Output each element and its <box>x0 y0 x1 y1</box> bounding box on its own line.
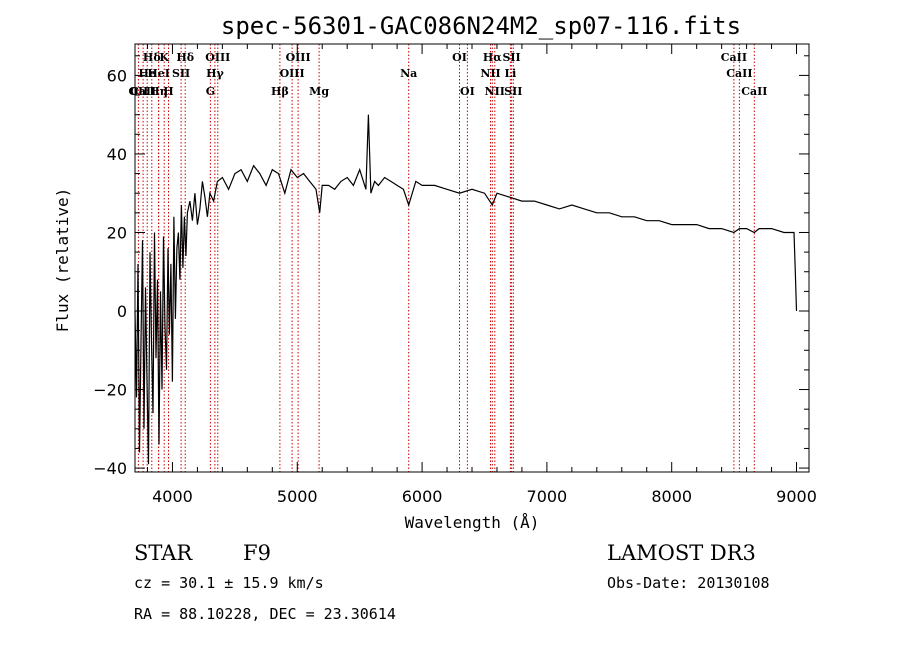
x-tick-label-8000: 8000 <box>651 487 692 506</box>
line-label-19: OI <box>460 85 475 98</box>
line-label-15: OIII <box>286 51 311 64</box>
line-label-13: Hβ <box>271 85 289 98</box>
line-label-6: K <box>159 51 169 64</box>
x-tick-label-7000: 7000 <box>527 487 568 506</box>
line-label-4: Hη <box>149 85 167 98</box>
line-label-27: CaII <box>726 67 752 80</box>
line-label-16: Mg <box>309 85 329 98</box>
line-label-9: Hδ <box>176 51 194 64</box>
line-label-25: SII <box>504 85 522 98</box>
spectral-line-markers <box>137 44 755 472</box>
x-tick-label-4000: 4000 <box>152 487 193 506</box>
y-axis-ticks: −40 −20 0 20 40 60 <box>93 55 809 478</box>
y-tick-label-60: 60 <box>107 66 127 85</box>
y-tick-label-0: 0 <box>117 302 127 321</box>
y-tick-label--20: −20 <box>93 381 127 400</box>
line-label-11: Hγ <box>206 67 224 80</box>
line-label-10: OIII <box>205 51 230 64</box>
line-label-28: CaII <box>741 85 767 98</box>
redshift-text: cz = 30.1 ± 15.9 km/s <box>134 574 324 592</box>
line-label-22: NII <box>485 85 505 98</box>
line-label-7: H <box>163 85 173 98</box>
line-label-12: G <box>206 85 215 98</box>
line-label-3: He <box>138 67 155 80</box>
x-tick-label-5000: 5000 <box>277 487 318 506</box>
chart-title: spec-56301-GAC086N24M2_sp07-116.fits <box>221 12 741 40</box>
obs-date: Obs-Date: 20130108 <box>607 574 770 592</box>
line-label-5: HeI <box>147 67 170 80</box>
line-label-0: Hδ <box>143 51 161 64</box>
y-tick-label--40: −40 <box>93 459 127 478</box>
x-axis-ticks: 4000 5000 6000 7000 8000 9000 <box>146 44 817 506</box>
x-tick-label-6000: 6000 <box>402 487 443 506</box>
line-label-20: Hα <box>483 51 502 64</box>
line-label-17: Na <box>400 67 417 80</box>
line-label-18: OI <box>452 51 467 64</box>
line-label-23: SII <box>502 51 520 64</box>
y-axis-label: Flux (relative) <box>53 188 72 333</box>
line-label-21: NII <box>480 67 500 80</box>
spectrum-line <box>134 114 798 465</box>
spectral-line-labels: Hδ OII CaII He Hη HeI K H SII Hδ OIII Hγ G Hβ OIII OIII… <box>128 51 767 98</box>
y-tick-label-40: 40 <box>107 145 127 164</box>
line-label-1: OII <box>128 85 148 98</box>
line-label-26: CaII <box>721 51 747 64</box>
coordinates: RA = 88.10228, DEC = 23.30614 <box>134 605 396 623</box>
x-tick-label-9000: 9000 <box>776 487 817 506</box>
x-axis-label: Wavelength (Å) <box>405 513 540 532</box>
survey-name: LAMOST DR3 <box>607 541 756 565</box>
y-tick-label-20: 20 <box>107 223 127 242</box>
line-label-8: SII <box>172 67 190 80</box>
plot-frame <box>134 43 810 473</box>
object-subclass: F9 <box>243 541 271 565</box>
object-type: STAR <box>134 541 193 565</box>
line-label-14: OIII <box>280 67 305 80</box>
line-label-24: Li <box>504 67 516 80</box>
